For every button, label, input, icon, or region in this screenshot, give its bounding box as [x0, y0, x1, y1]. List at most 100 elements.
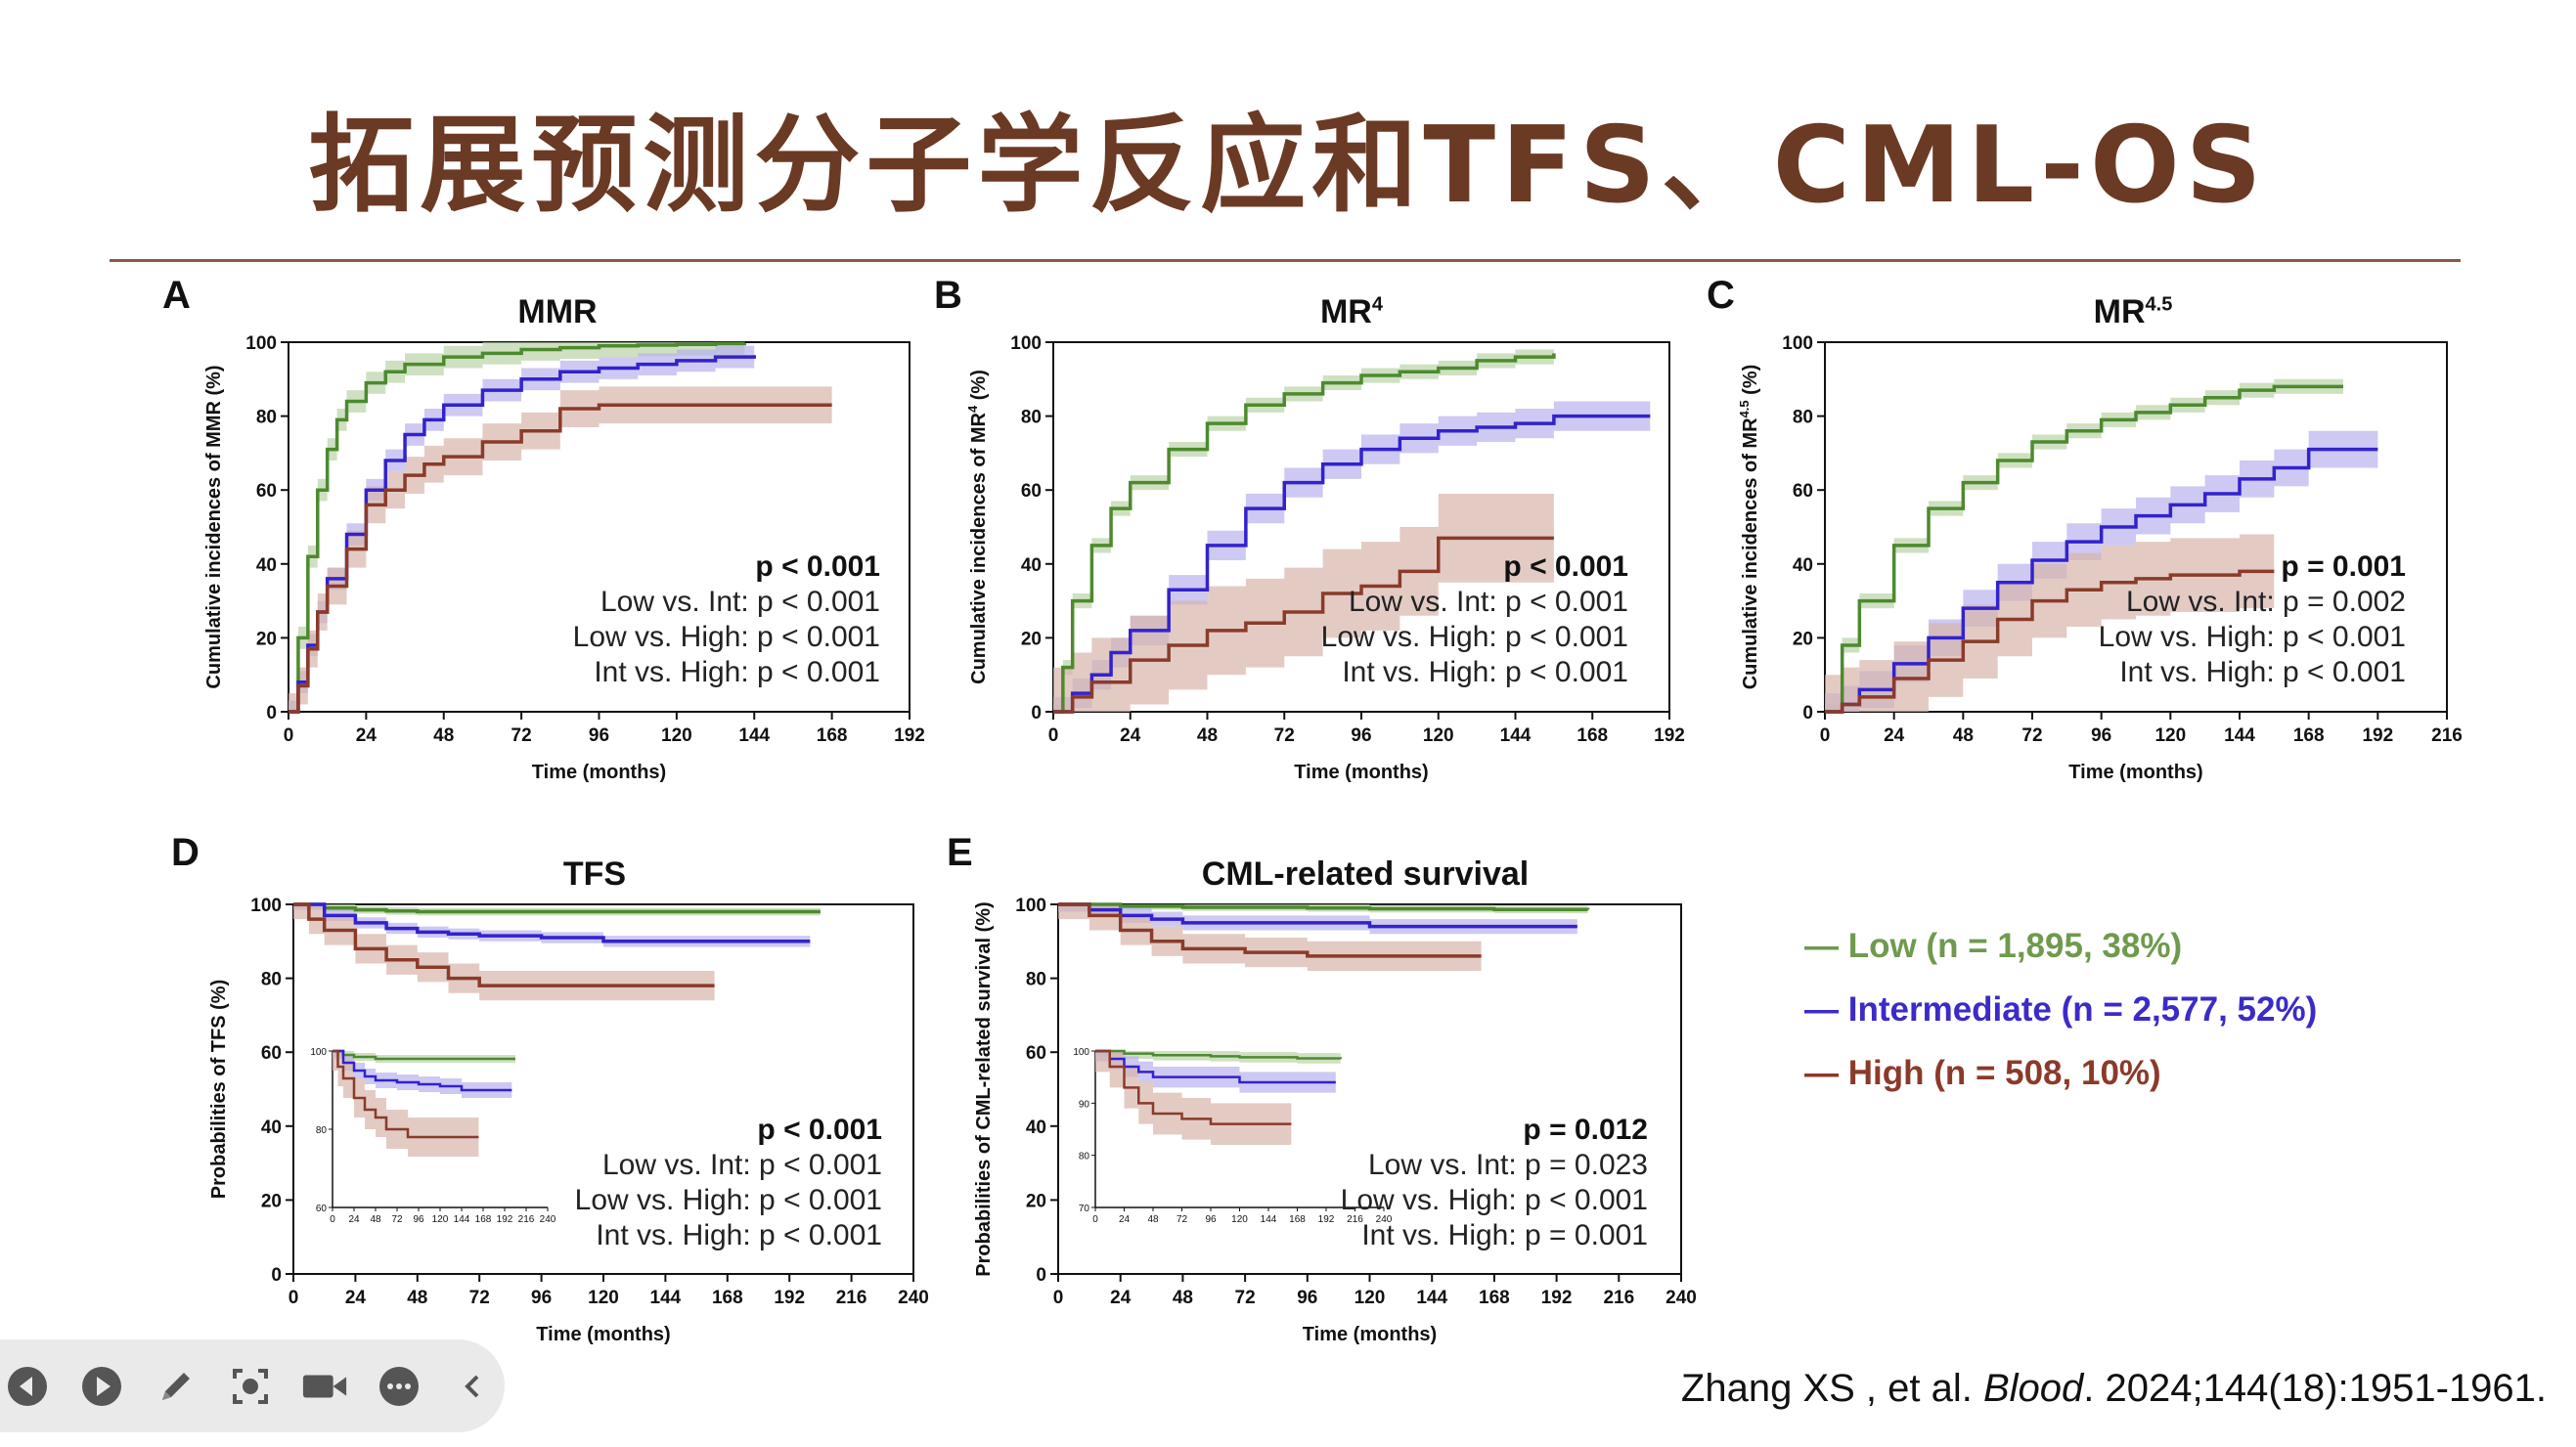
y-tick-label: 60 [1021, 481, 1042, 502]
inset-x-tick-label: 192 [1318, 1214, 1335, 1225]
collapse-icon[interactable] [450, 1363, 497, 1410]
chart-title-superscript: 4 [1371, 293, 1383, 316]
x-tick-label: 96 [2091, 725, 2111, 746]
p-value-block: p < 0.001 Low vs. Int: p < 0.001 Low vs. H… [573, 549, 880, 690]
x-tick-label: 144 [2224, 725, 2255, 746]
x-tick-label: 72 [469, 1288, 490, 1308]
chart-title: TFS [399, 855, 790, 894]
inset-series-line-low [1095, 1049, 1342, 1060]
x-axis-label: Time (months) [1294, 762, 1428, 783]
y-tick-label: 20 [1793, 629, 1813, 649]
ci-band-high [1053, 493, 1554, 712]
x-tick-label: 72 [1274, 725, 1295, 746]
pen-icon[interactable] [153, 1363, 200, 1410]
x-tick-label: 144 [1416, 1288, 1447, 1308]
inset-series-line-high [1095, 1049, 1292, 1125]
x-tick-label: 144 [1500, 725, 1532, 746]
x-tick-label: 240 [1666, 1288, 1697, 1308]
play-icon[interactable] [78, 1363, 125, 1410]
y-tick-label: 0 [1031, 703, 1042, 724]
y-tick-label: 100 [1782, 333, 1813, 354]
more-icon[interactable] [376, 1363, 422, 1410]
panel-letter: B [934, 274, 962, 317]
p-value-comparison: Int vs. High: p = 0.001 [1361, 1219, 1648, 1251]
x-tick-label: 0 [284, 725, 294, 746]
x-tick-label: 24 [345, 1288, 367, 1308]
series-line-high [289, 403, 832, 714]
y-tick-label: 100 [1010, 333, 1042, 354]
y-tick-label: 40 [1026, 1118, 1046, 1138]
p-value-comparison: Low vs. High: p < 0.001 [2098, 621, 2406, 653]
y-axis-label-unit: (%) [1740, 365, 1761, 401]
p-value-comparison: Low vs. Int: p < 0.001 [601, 1149, 882, 1181]
y-tick-label: 60 [1026, 1043, 1046, 1064]
x-tick-label: 96 [589, 725, 609, 746]
citation-journal: Blood [1982, 1367, 2084, 1410]
y-tick-label: 100 [245, 333, 277, 354]
inset-x-tick-label: 240 [540, 1214, 556, 1225]
chart-svg: 0 24 48 72 96 120 144 168 192 216 0 20 40 60 80 100 Time… [1737, 333, 2463, 783]
inset-x-tick-label: 216 [518, 1214, 535, 1225]
chart-title-superscript: 4.5 [2145, 293, 2173, 316]
y-tick-label: 80 [261, 970, 282, 990]
y-tick-label: 100 [1015, 896, 1046, 916]
camera-icon[interactable] [301, 1363, 348, 1410]
inset-x-tick-label: 144 [454, 1214, 470, 1225]
y-tick-label: 0 [1802, 703, 1813, 724]
y-axis-label-superscript: 4 [965, 405, 980, 413]
inset-x-tick-label: 0 [1092, 1214, 1098, 1225]
chart-svg: 0 24 48 72 96 120 144 168 192 216 240020406080100T… [208, 896, 929, 1345]
title-divider [110, 259, 2461, 262]
x-axis-label: Time (months) [1303, 1324, 1437, 1345]
inset-y-tick-label: 60 [316, 1204, 328, 1214]
x-tick-label: 96 [531, 1288, 552, 1308]
series-line-high [1058, 902, 1482, 958]
inset-x-tick-label: 72 [391, 1214, 403, 1225]
x-tick-label: 48 [1953, 725, 1974, 746]
x-tick-label: 144 [650, 1288, 682, 1308]
y-axis-label: Cumulative incidences of MR4.5 (%) [1737, 365, 1761, 690]
legend-label: — Low (n = 1,895, 38%) [1804, 926, 2183, 965]
x-tick-label: 72 [2021, 725, 2042, 746]
p-value-block: p = 0.001 Low vs. Int: p = 0.002 Low vs. H… [2099, 549, 2406, 690]
y-axis-label-unit: (%) [968, 370, 990, 406]
screenshot-icon[interactable] [227, 1363, 274, 1410]
y-tick-label: 60 [1793, 481, 1813, 502]
inset-x-tick-label: 168 [475, 1214, 492, 1225]
x-tick-label: 0 [1820, 725, 1831, 746]
x-tick-label: 0 [1048, 725, 1059, 746]
legend-item-high: — High (n = 508, 10%) [1804, 1041, 2317, 1105]
panel-letter: E [947, 831, 973, 874]
y-tick-label: 40 [256, 555, 277, 576]
prev-icon[interactable] [4, 1363, 51, 1410]
p-value-comparison: Low vs. High: p < 0.001 [1320, 621, 1628, 653]
inset-x-tick-label: 96 [413, 1214, 424, 1225]
x-tick-label: 192 [894, 725, 925, 746]
inset-x-tick-label: 48 [370, 1214, 381, 1225]
y-tick-label: 0 [1036, 1265, 1046, 1286]
citation: Zhang XS , et al. Blood. 2024;144(18):19… [1681, 1367, 2547, 1411]
inset-x-tick-label: 96 [1205, 1214, 1217, 1225]
p-value-comparison: Low vs. High: p < 0.001 [1340, 1184, 1648, 1216]
p-value-comparison: Int vs. High: p < 0.001 [1342, 656, 1628, 688]
y-tick-label: 20 [256, 629, 277, 649]
y-axis-label-text: Cumulative incidences of MR [968, 412, 990, 683]
p-value-comparison: Low vs. Int: p < 0.001 [1348, 586, 1628, 618]
y-axis-label-superscript: 4.5 [1737, 400, 1752, 417]
y-axis-label-text: Cumulative incidences of MR [1740, 417, 1761, 689]
chart-panel-c: C MR4.5 0 24 48 72 96 120 144 168 192 216 0 20 40 60 80 1… [1707, 274, 2489, 802]
p-value-comparison: Int vs. High: p < 0.001 [596, 1219, 882, 1251]
x-tick-label: 0 [1053, 1288, 1064, 1308]
inset-series-line-int [1095, 1049, 1336, 1084]
ci-band-int [293, 904, 811, 947]
y-axis-label: Cumulative incidences of MR4 (%) [965, 370, 990, 684]
y-axis-label: Probabilities of CML-related survival (%… [973, 901, 995, 1276]
inset-x-tick-label: 120 [432, 1214, 449, 1225]
series-line-high [1053, 536, 1554, 714]
inset-y-tick-label: 90 [1079, 1099, 1090, 1110]
p-value-block: p < 0.001 Low vs. Int: p < 0.001 Low vs. H… [575, 1113, 882, 1253]
p-value-overall: p < 0.001 [757, 1114, 882, 1146]
y-tick-label: 20 [261, 1191, 282, 1211]
x-tick-label: 144 [738, 725, 770, 746]
inset-x-tick-label: 48 [1147, 1214, 1159, 1225]
